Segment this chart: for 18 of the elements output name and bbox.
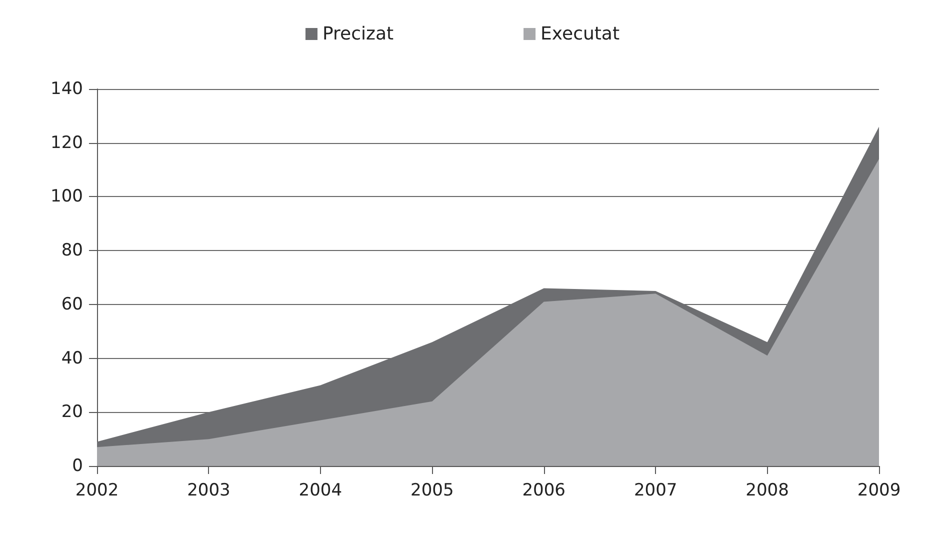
legend-label: Precizat (322, 24, 394, 44)
x-tick-label: 2006 (522, 480, 566, 500)
x-tick-label: 2008 (746, 480, 789, 500)
y-tick-label: 0 (72, 456, 83, 476)
y-tick-label: 120 (50, 132, 83, 153)
legend-label: Executat (540, 24, 620, 44)
x-tick-label: 2009 (857, 480, 901, 500)
x-tick-label: 2003 (187, 480, 230, 500)
y-tick-label: 40 (61, 348, 83, 368)
y-tick-label: 80 (61, 240, 83, 261)
x-tick-label: 2007 (634, 480, 678, 500)
x-tick-label: 2004 (298, 480, 342, 500)
y-tick-label: 140 (50, 79, 83, 99)
y-tick-label: 20 (61, 402, 83, 422)
x-tick-label: 2002 (75, 480, 119, 500)
x-tick-label: 2005 (410, 480, 454, 500)
y-tick-label: 60 (61, 294, 83, 314)
y-tick-label: 100 (50, 186, 83, 207)
